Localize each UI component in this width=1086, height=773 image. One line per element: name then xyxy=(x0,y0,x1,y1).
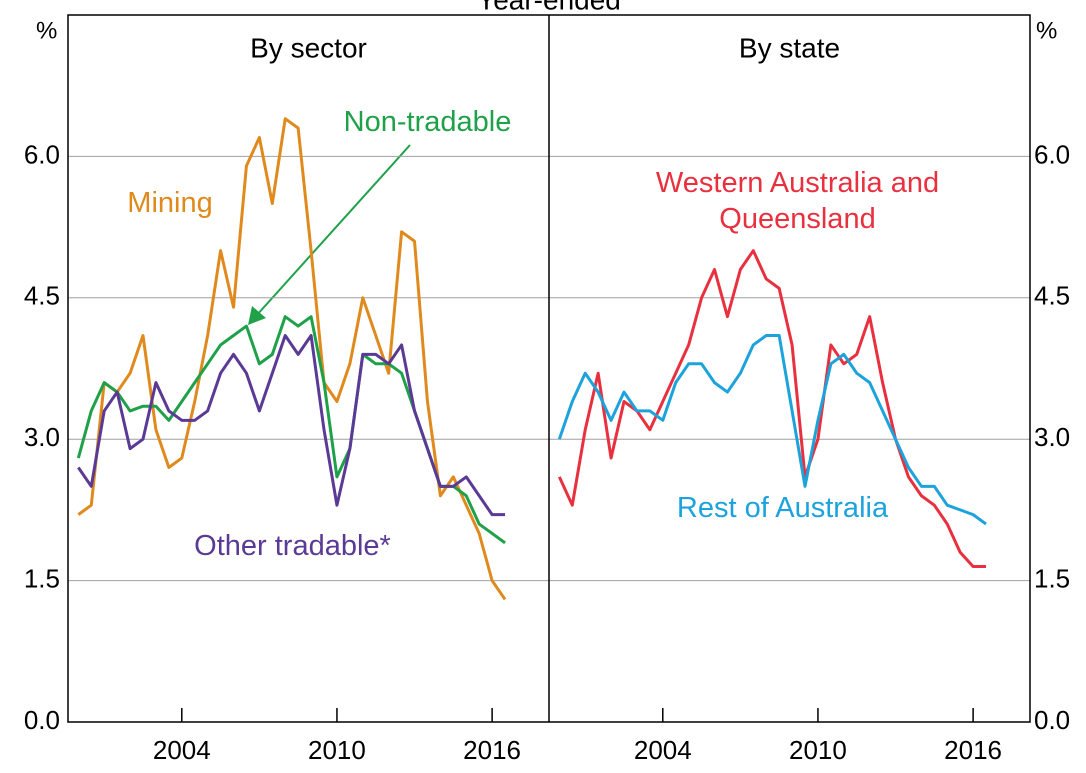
y-tick-label: 3.0 xyxy=(1034,422,1070,452)
y-tick-label: 0.0 xyxy=(1034,705,1070,735)
y-tick-label: 3.0 xyxy=(24,422,60,452)
series-label: Western Australia and Queensland xyxy=(655,167,940,235)
y-tick-label: 4.5 xyxy=(1034,281,1070,311)
series-line xyxy=(76,315,506,545)
y-tick-label: 6.0 xyxy=(1034,139,1070,169)
x-tick-label: 2016 xyxy=(944,735,1002,765)
series-label: Mining xyxy=(127,187,213,219)
y-axis-label: % xyxy=(1036,17,1057,44)
series-label: Rest of Australia xyxy=(676,492,889,524)
x-tick-label: 2016 xyxy=(463,735,521,765)
y-tick-label: 1.5 xyxy=(1034,563,1070,593)
series-label: Non-tradable xyxy=(343,106,512,138)
series-line xyxy=(557,249,987,568)
y-tick-label: 0.0 xyxy=(24,705,60,735)
y-tick-label: 6.0 xyxy=(24,139,60,169)
series-line xyxy=(77,117,507,601)
panel-title: By sector xyxy=(250,32,367,63)
panel-title: By state xyxy=(739,32,840,63)
x-tick-label: 2010 xyxy=(789,735,847,765)
y-tick-label: 4.5 xyxy=(24,281,60,311)
y-axis-label: % xyxy=(36,17,57,44)
annotation-arrow xyxy=(255,144,411,317)
x-tick-label: 2004 xyxy=(153,735,211,765)
x-tick-label: 2004 xyxy=(634,735,692,765)
chart-title: Year-ended xyxy=(477,0,621,15)
x-tick-label: 2010 xyxy=(308,735,366,765)
arrow-head xyxy=(248,306,266,325)
y-tick-label: 1.5 xyxy=(24,563,60,593)
series-line xyxy=(557,334,987,526)
series-line xyxy=(77,334,506,517)
series-label: Other tradable* xyxy=(194,530,391,562)
